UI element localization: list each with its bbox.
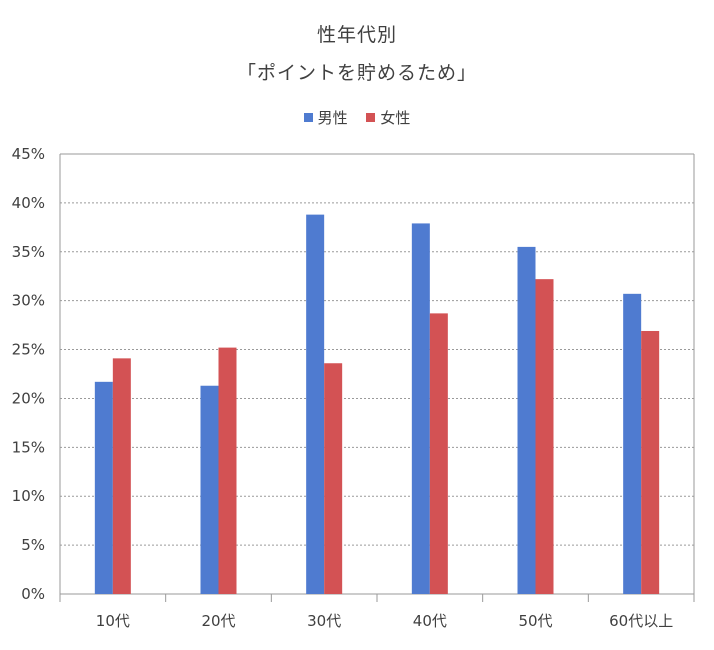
bar-male <box>306 214 325 594</box>
x-tick-label: 60代以上 <box>609 612 673 630</box>
x-tick-label: 50代 <box>518 612 552 630</box>
legend-item-male: 男性 <box>303 107 348 128</box>
y-tick-label: 0% <box>21 585 45 603</box>
bar-female <box>429 313 448 594</box>
y-tick-label: 45% <box>12 145 45 163</box>
x-tick-label: 40代 <box>413 612 447 630</box>
bar-male <box>623 293 642 594</box>
y-tick-label: 10% <box>12 487 45 505</box>
y-tick-label: 30% <box>12 292 45 310</box>
legend-swatch-female <box>366 113 376 122</box>
y-tick-label: 35% <box>12 243 45 261</box>
legend-label-female: 女性 <box>380 109 411 127</box>
y-tick-label: 20% <box>12 389 45 407</box>
y-tick-label: 15% <box>12 438 45 456</box>
chart-subtitle: 「ポイントを貯めるため」 <box>236 62 477 84</box>
bar-male <box>411 223 430 594</box>
y-tick-label: 5% <box>21 536 45 554</box>
legend-item-female: 女性 <box>366 107 410 128</box>
chart-title: 性年代別 <box>316 24 397 46</box>
bar-female <box>535 279 554 594</box>
legend-swatch-male <box>303 113 313 122</box>
x-tick-label: 10代 <box>96 612 130 630</box>
legend-label-male: 男性 <box>317 109 348 127</box>
x-tick-label: 20代 <box>201 612 235 630</box>
y-tick-label: 40% <box>12 194 45 212</box>
bar-female <box>218 347 237 594</box>
bar-female <box>641 330 660 594</box>
bar-female <box>112 358 131 594</box>
x-tick-label: 30代 <box>307 612 341 630</box>
bar-male <box>517 246 536 594</box>
y-tick-label: 25% <box>12 341 45 359</box>
bar-male <box>200 385 219 594</box>
bar-female <box>324 363 343 594</box>
bar-male <box>94 381 113 594</box>
legend: 男性 女性 <box>0 107 714 128</box>
